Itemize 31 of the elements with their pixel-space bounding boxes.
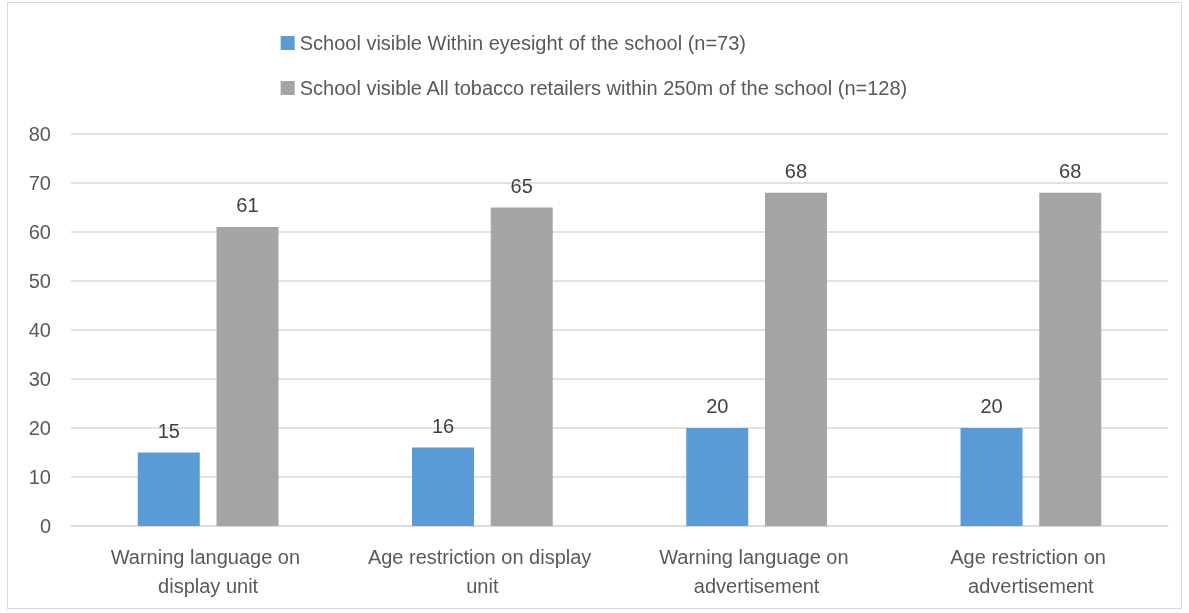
x-tick-label: Warning language on display unit [110,545,306,597]
data-label: 20 [706,395,729,417]
data-label: 65 [510,174,533,197]
x-tick-label: Warning language on advertisement [659,545,855,597]
bar [686,428,749,526]
data-label: 68 [784,159,808,182]
data-label: 61 [236,194,259,217]
bar [765,192,827,526]
x-tick-label: Age restriction on advertisement [950,545,1112,597]
y-tick-label: 20 [28,417,51,439]
bar [1039,192,1102,526]
y-tick-label: 0 [39,515,51,537]
data-label: 15 [157,419,180,442]
y-tick-label: 70 [28,172,51,194]
y-tick-label: 40 [28,319,51,341]
data-label: 68 [1059,159,1082,182]
legend-label: School visible Within eyesight of the school (n=73) [299,32,747,54]
y-tick-label: 80 [28,123,51,145]
bar [960,428,1023,526]
bar [216,227,279,526]
y-tick-label: 10 [28,466,51,488]
y-tick-label: 60 [28,221,51,243]
bar [137,452,200,526]
y-tick-label: 30 [28,368,51,390]
bar [490,207,553,526]
x-tick-label: Age restriction on display unit [367,545,597,597]
data-label: 16 [431,414,455,437]
y-tick-label: 50 [28,270,51,292]
legend-label: School visible All tobacco retailers within 250m of the school (n=128) [299,77,908,99]
bar [412,447,475,526]
data-label: 20 [980,395,1003,417]
